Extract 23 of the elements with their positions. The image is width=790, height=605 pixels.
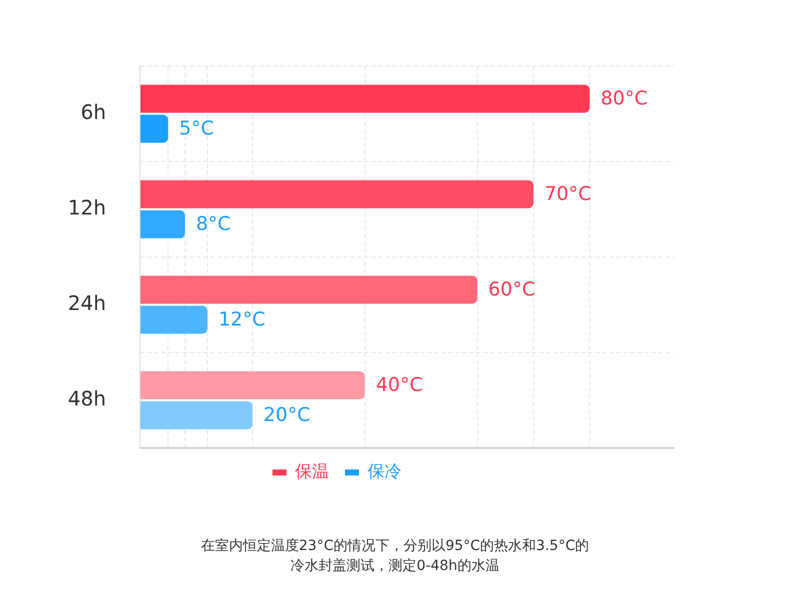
bar [140, 210, 185, 238]
data-label: 12°C [218, 308, 266, 331]
data-label: 80°C [600, 88, 648, 110]
bar [140, 276, 478, 304]
y-tick-label: 12h [68, 195, 106, 220]
y-tick-label: 24h [68, 290, 106, 315]
legend-label: 保冷 [368, 462, 402, 482]
legend-label: 保温 [295, 462, 329, 482]
data-label: 40°C [376, 374, 423, 396]
data-label: 20°C [263, 404, 310, 426]
bar [140, 371, 365, 400]
y-tick-label: 6h [80, 100, 106, 124]
bar [140, 114, 168, 143]
data-label: 60°C [488, 278, 536, 301]
bar [140, 306, 208, 334]
y-tick-label: 48h [68, 386, 106, 410]
data-label: 5°C [179, 118, 214, 140]
bar [140, 84, 590, 113]
data-label: 70°C [544, 183, 592, 206]
text: 在室内恒定温度23°C的情况下，分别以95°C的热水和3.5°C的冷水封盖测试，测定0-48h的水温 [200, 537, 590, 576]
data-label: 8°C [196, 213, 231, 236]
bar [140, 180, 534, 208]
bar [140, 401, 252, 430]
